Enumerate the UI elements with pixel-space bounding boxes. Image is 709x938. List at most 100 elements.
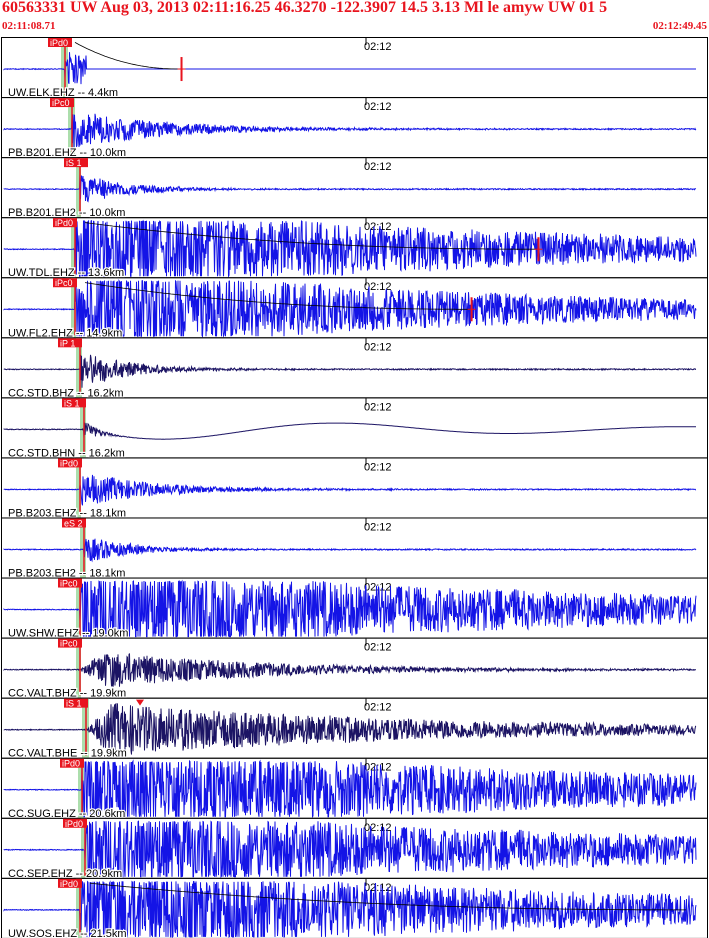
pick-flag: [60, 758, 84, 768]
coda-envelope-line: [74, 42, 181, 70]
pick-flag: [58, 638, 82, 648]
time-marker-label: 02:12: [364, 41, 392, 53]
time-marker-label: 02:12: [364, 582, 392, 594]
trace-panel: 02:12 iPc0 UW.SHW.EHZ -- 19.0km: [1, 577, 708, 641]
pick-flag: [62, 398, 86, 408]
station-label: CC.STD.BHN -- 16.2km: [8, 447, 125, 459]
waveform-trace: [3, 113, 697, 148]
panel-border: [1, 877, 708, 938]
station-label: UW.SOS.EHZ -- 21.5km: [8, 928, 127, 938]
pick-flag-label: iS 1: [66, 699, 82, 709]
station-label: UW.FL2.EHZ -- 14.9km: [8, 327, 122, 339]
trace-panel: 02:12 iP 1 CC.STD.BHZ -- 16.2km: [1, 337, 708, 401]
pick-window: [71, 218, 76, 278]
waveform-trace: [3, 579, 697, 638]
trace-panel: 02:12 iS 1 CC.VALT.BHE -- 19.9km: [1, 697, 708, 761]
station-label: CC.VALT.BHZ -- 19.9km: [8, 688, 126, 700]
header: 60563331 UW Aug 03, 2013 02:11:16.25 46.…: [0, 0, 709, 38]
pick-arrow-marker: [136, 699, 144, 706]
coda-envelope-line: [84, 222, 537, 250]
trace-panel: 02:12 iPd0 PB.B203.EHZ -- 18.1km: [1, 457, 708, 521]
coda-envelope-line: [84, 282, 471, 310]
pick-flag: [58, 578, 82, 588]
pick-window: [76, 458, 81, 518]
waveform-trace: [3, 819, 697, 879]
pick-flag: [58, 458, 82, 468]
waveform-trace: [3, 174, 697, 203]
pick-window: [76, 338, 82, 398]
pick-flag: [64, 158, 88, 168]
time-marker-label: 02:12: [364, 702, 392, 714]
station-label: UW.TDL.EHZ -- 13.6km: [8, 267, 124, 279]
pick-flag-label: iPc0: [52, 98, 70, 108]
waveform-trace: [3, 219, 697, 278]
pick-flag-label: iPd0: [50, 38, 68, 48]
pick-flag-label: iPd0: [65, 819, 83, 829]
trace-panel: 02:12 iS 1 CC.STD.BHN -- 16.2km: [1, 397, 708, 461]
trace-panel: 02:12 iPc0 UW.FL2.EHZ -- 14.9km: [1, 277, 708, 341]
waveform-trace: [3, 653, 696, 687]
pick-flag: [58, 338, 82, 348]
waveform-trace: [3, 702, 697, 755]
pick-flag: [50, 98, 74, 108]
pick-flag-label: iS 1: [64, 398, 80, 408]
time-marker-label: 02:12: [364, 101, 392, 113]
event-title: 60563331 UW Aug 03, 2013 02:11:16.25 46.…: [2, 0, 608, 16]
end-time: 02:12:49.45: [652, 20, 707, 32]
pick-flag-label: iPc0: [55, 278, 73, 288]
trace-panel: 02:12 iPd0 CC.SUG.EHZ -- 20.6km: [1, 757, 708, 821]
pick-flag: [58, 878, 82, 888]
waveform-trace: [3, 759, 697, 819]
waveform-trace: [3, 278, 697, 339]
pick-flag-label: eS 2: [64, 518, 83, 528]
trace-panel: 02:12 eS 2 PB.B203.EH2 -- 18.1km: [1, 517, 708, 581]
pick-window: [78, 758, 84, 818]
pick-flag-label: iP 1: [60, 338, 75, 348]
pick-flag-label: iPd0: [60, 879, 78, 889]
trace-panel: 02:12 iPd0 UW.ELK.EHZ -- 4.4km: [1, 37, 708, 100]
station-label: CC.VALT.BHE -- 19.9km: [8, 748, 127, 760]
station-label: CC.STD.BHZ -- 16.2km: [8, 387, 124, 399]
station-label: CC.SEP.EHZ -- 20.9km: [8, 868, 122, 880]
waveform-trace: [3, 52, 696, 85]
pick-flag-label: iPd0: [55, 218, 73, 228]
pick-flag: [63, 818, 87, 828]
pick-flag-label: iPd0: [60, 458, 78, 468]
time-marker-label: 02:12: [364, 401, 392, 413]
pick-flag: [53, 278, 77, 288]
time-marker-label: 02:12: [364, 642, 392, 654]
waveform-trace: [3, 474, 697, 506]
trace-panel: 02:12 iPd0 UW.TDL.EHZ -- 13.6km: [1, 217, 708, 280]
pick-window: [76, 158, 81, 218]
station-label: PB.B203.EH2 -- 18.1km: [8, 568, 125, 580]
time-marker-label: 02:12: [364, 521, 392, 533]
pick-window: [71, 278, 76, 338]
time-marker-label: 02:12: [364, 161, 392, 173]
station-label: PB.B201.EHZ -- 10.0km: [8, 147, 126, 159]
pick-flag: [62, 518, 86, 528]
waveform-trace: [3, 354, 697, 388]
waveform-trace: [3, 422, 696, 440]
pick-window: [81, 818, 87, 878]
station-label: PB.B201.EH2 -- 10.0km: [8, 207, 125, 219]
time-marker-label: 02:12: [364, 281, 392, 293]
station-label: PB.B203.EHZ -- 18.1km: [8, 507, 126, 519]
time-marker-label: 02:12: [364, 221, 392, 233]
trace-panel: 02:12 iS 1 PB.B201.EH2 -- 10.0km: [1, 157, 708, 220]
pick-window: [76, 638, 81, 698]
station-label: CC.SUG.EHZ -- 20.6km: [8, 808, 125, 820]
pick-flag-label: iS 1: [66, 158, 82, 168]
pick-window: [76, 578, 81, 638]
trace-panel: 02:12 iPc0 PB.B201.EHZ -- 10.0km: [1, 97, 708, 160]
pick-window: [80, 398, 86, 458]
pick-flag-label: iPd0: [62, 759, 80, 769]
coda-envelope-line: [89, 882, 686, 911]
pick-flag: [53, 218, 77, 228]
pick-flag-label: iPc0: [60, 579, 78, 589]
pick-flag-label: iPc0: [60, 639, 78, 649]
waveform-trace: [3, 538, 697, 563]
trace-panel: 02:12 iPc0 CC.VALT.BHZ -- 19.9km: [1, 637, 708, 701]
